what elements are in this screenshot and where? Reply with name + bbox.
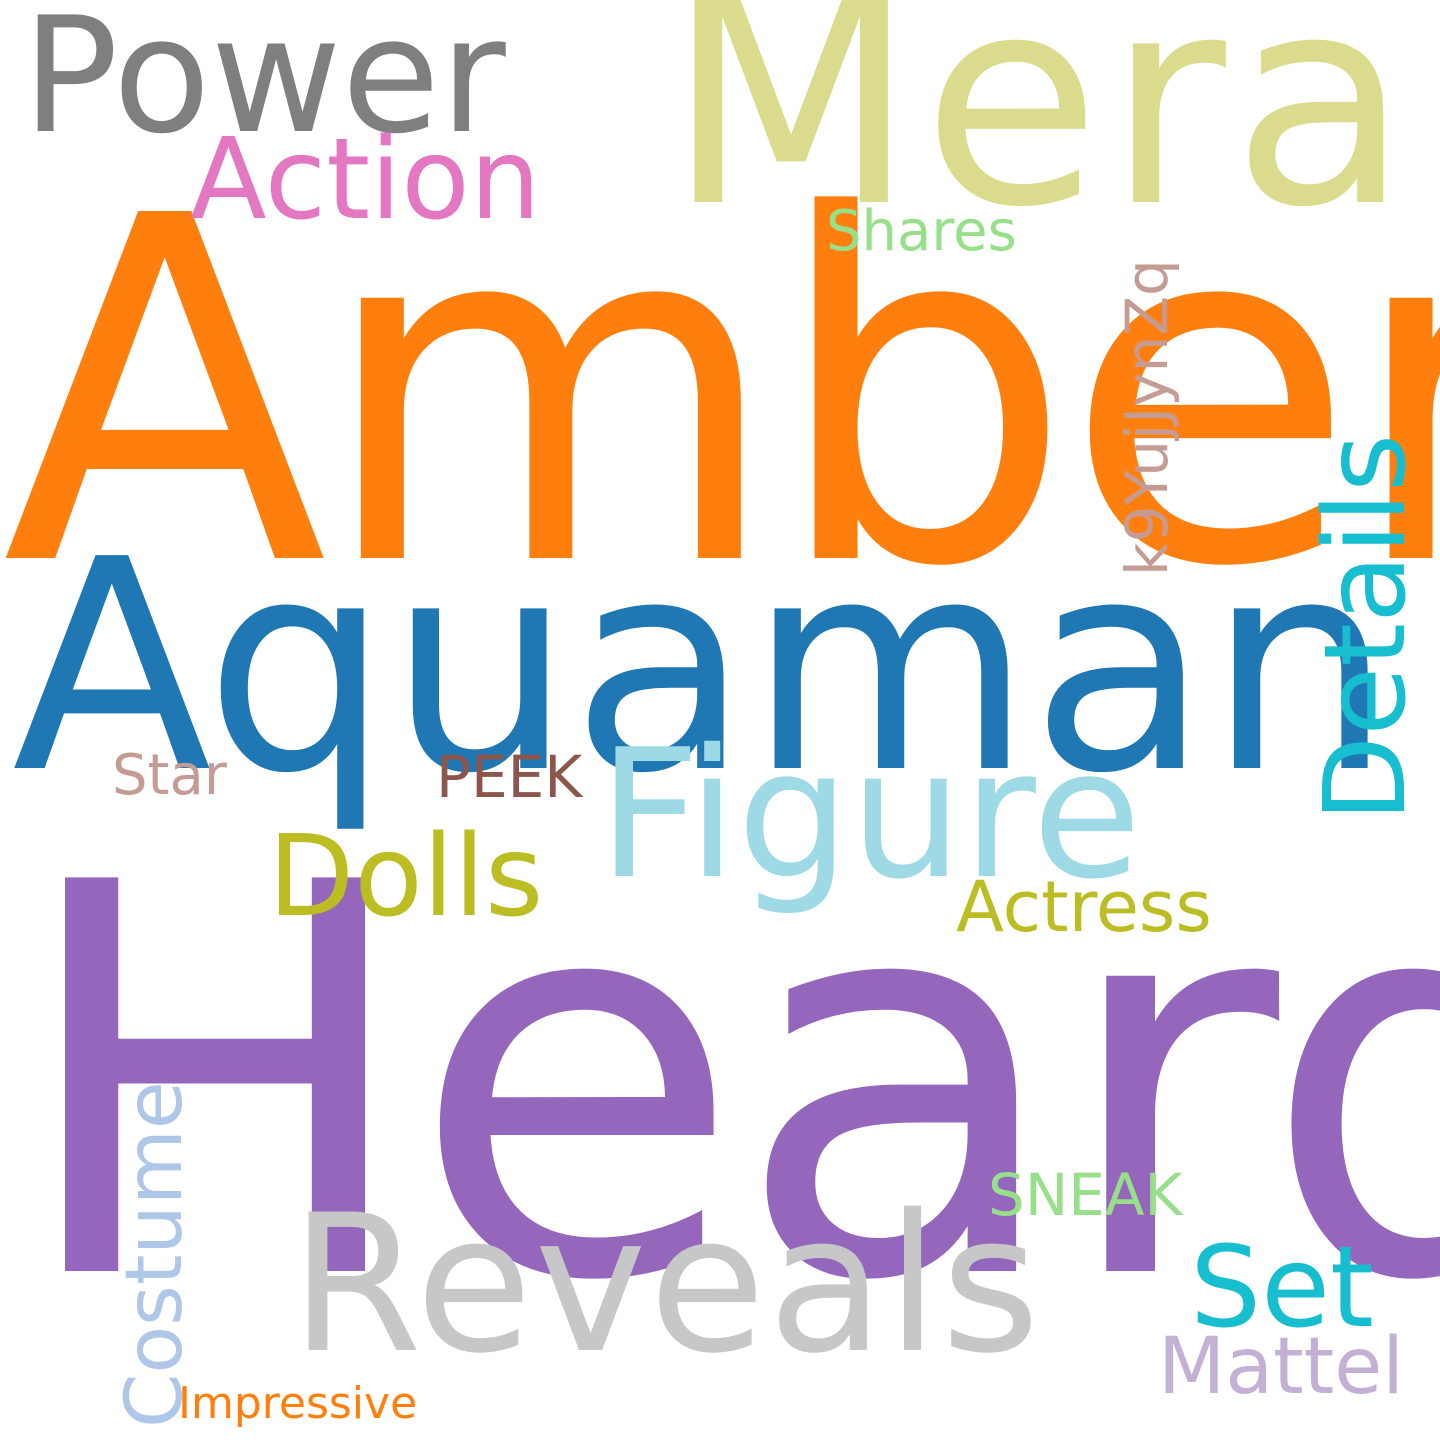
word-heard: Heard [12, 771, 1440, 1399]
word-k9yujjynzq: k9YujJynZq [1113, 259, 1181, 576]
word-figure: Figure [598, 711, 1142, 918]
word-set: Set [1190, 1223, 1374, 1353]
word-star: Star [112, 743, 227, 808]
word-reveals: Reveals [290, 1174, 1042, 1395]
word-costume: Costume [110, 1081, 200, 1428]
word-amber: Amber [2, 117, 1440, 671]
word-shares: Shares [826, 199, 1017, 264]
word-peek: PEEK [436, 743, 583, 811]
word-actress: Actress [956, 866, 1212, 948]
word-details: Details [1301, 433, 1431, 822]
word-sneak: SNEAK [988, 1161, 1183, 1229]
word-aquaman: Aquaman [12, 497, 1392, 837]
word-action: Action [190, 115, 541, 245]
word-power: Power [22, 0, 506, 169]
word-mattel: Mattel [1158, 1322, 1404, 1412]
word-impressive: Impressive [178, 1378, 418, 1429]
word-dolls: Dolls [268, 812, 544, 942]
word-mera: Mera [666, 0, 1416, 271]
